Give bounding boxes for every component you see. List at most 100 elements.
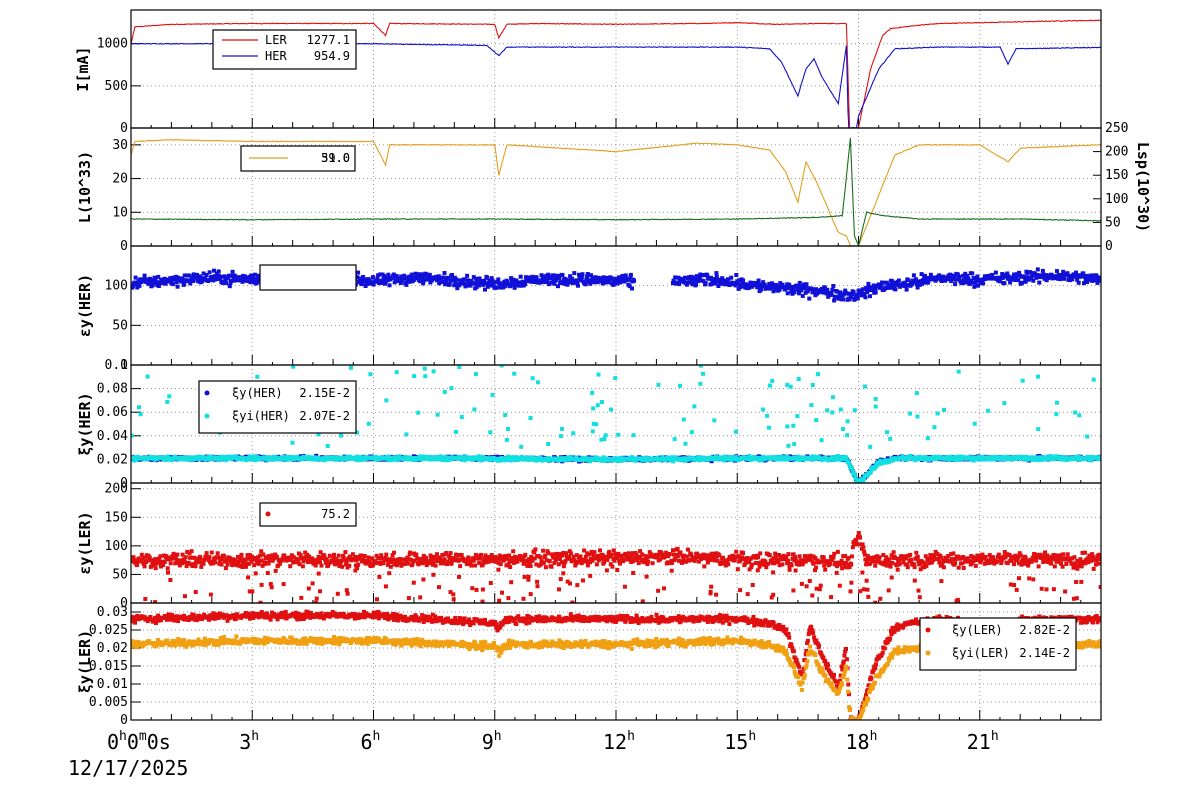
data-point — [298, 553, 303, 558]
data-point — [427, 561, 432, 566]
data-point — [512, 285, 517, 290]
data-point — [954, 455, 959, 459]
data-point — [709, 282, 714, 286]
data-point — [585, 272, 590, 276]
data-point — [134, 280, 139, 285]
data-point — [513, 283, 518, 288]
outlier-point — [698, 365, 703, 368]
outlier-point — [791, 423, 796, 428]
data-point — [182, 560, 187, 564]
data-point — [630, 286, 634, 291]
outlier-point — [530, 376, 535, 381]
data-point — [204, 551, 209, 556]
data-point — [1090, 278, 1095, 283]
data-point — [943, 278, 948, 283]
data-point — [337, 563, 342, 568]
data-point — [542, 280, 547, 285]
data-point — [474, 285, 479, 290]
data-point — [937, 273, 942, 278]
outlier-point — [506, 427, 510, 431]
data-point — [247, 561, 252, 566]
outlier-point — [599, 437, 604, 442]
data-point — [268, 558, 273, 562]
data-point — [973, 279, 978, 284]
data-point — [879, 283, 883, 288]
data-point — [546, 551, 551, 556]
data-point — [561, 551, 566, 555]
outlier-point — [488, 430, 493, 435]
data-point — [1012, 272, 1016, 277]
outlier-point — [785, 424, 790, 429]
outlier-point — [816, 372, 820, 377]
data-point — [229, 457, 234, 462]
data-point — [267, 554, 272, 559]
data-point — [512, 279, 517, 284]
data-point — [541, 561, 546, 565]
data-point — [671, 278, 676, 283]
data-point — [505, 562, 510, 567]
data-point — [804, 282, 809, 287]
data-point — [382, 274, 387, 279]
data-point — [219, 562, 224, 567]
data-point — [772, 287, 777, 292]
data-point — [215, 551, 220, 556]
data-point — [1085, 274, 1090, 279]
data-point — [494, 285, 499, 290]
outlier-point — [422, 366, 427, 371]
data-point — [690, 282, 695, 287]
data-point — [428, 553, 433, 558]
data-point — [538, 555, 543, 560]
data-point — [361, 275, 366, 279]
data-point — [478, 556, 483, 561]
data-point — [442, 557, 447, 562]
data-point — [461, 281, 466, 286]
outlier-point — [885, 430, 889, 435]
data-point — [825, 287, 830, 292]
data-point — [538, 562, 543, 567]
outlier-point — [986, 408, 991, 413]
outlier-point — [785, 382, 790, 387]
data-point — [367, 559, 372, 564]
outlier-point — [915, 414, 920, 419]
data-point — [820, 286, 824, 291]
data-point — [735, 279, 740, 284]
data-point — [139, 552, 144, 557]
data-point — [301, 559, 306, 564]
data-point — [465, 278, 470, 283]
data-point — [520, 558, 524, 563]
outlier-point — [908, 411, 913, 416]
data-point — [415, 272, 420, 277]
outlier-point — [613, 376, 618, 381]
y-tick-label: 0 — [120, 358, 128, 373]
data-point — [467, 280, 472, 285]
data-point — [387, 557, 392, 562]
outlier-point — [255, 374, 260, 379]
data-point — [966, 276, 971, 281]
data-point — [193, 564, 198, 569]
outlier-point — [760, 407, 765, 412]
data-point — [514, 278, 519, 283]
outlier-point — [678, 383, 682, 388]
data-point — [530, 557, 535, 562]
data-point — [568, 274, 573, 279]
outlier-point — [765, 413, 770, 418]
data-point — [1097, 275, 1101, 280]
data-point — [928, 272, 933, 277]
data-point — [560, 273, 565, 278]
data-point — [225, 562, 230, 567]
data-point — [779, 455, 783, 459]
outlier-point — [591, 421, 596, 426]
y-tick-label: 100 — [105, 279, 128, 294]
series-line-1 — [131, 138, 1101, 246]
data-point — [489, 553, 494, 557]
data-point — [242, 278, 247, 283]
data-point — [249, 559, 254, 564]
data-point — [297, 562, 302, 567]
data-point — [384, 552, 389, 557]
data-point — [572, 271, 577, 276]
data-point — [150, 283, 155, 288]
data-point — [484, 560, 489, 565]
data-point — [354, 558, 359, 563]
data-point — [487, 278, 492, 283]
data-point — [855, 296, 860, 301]
